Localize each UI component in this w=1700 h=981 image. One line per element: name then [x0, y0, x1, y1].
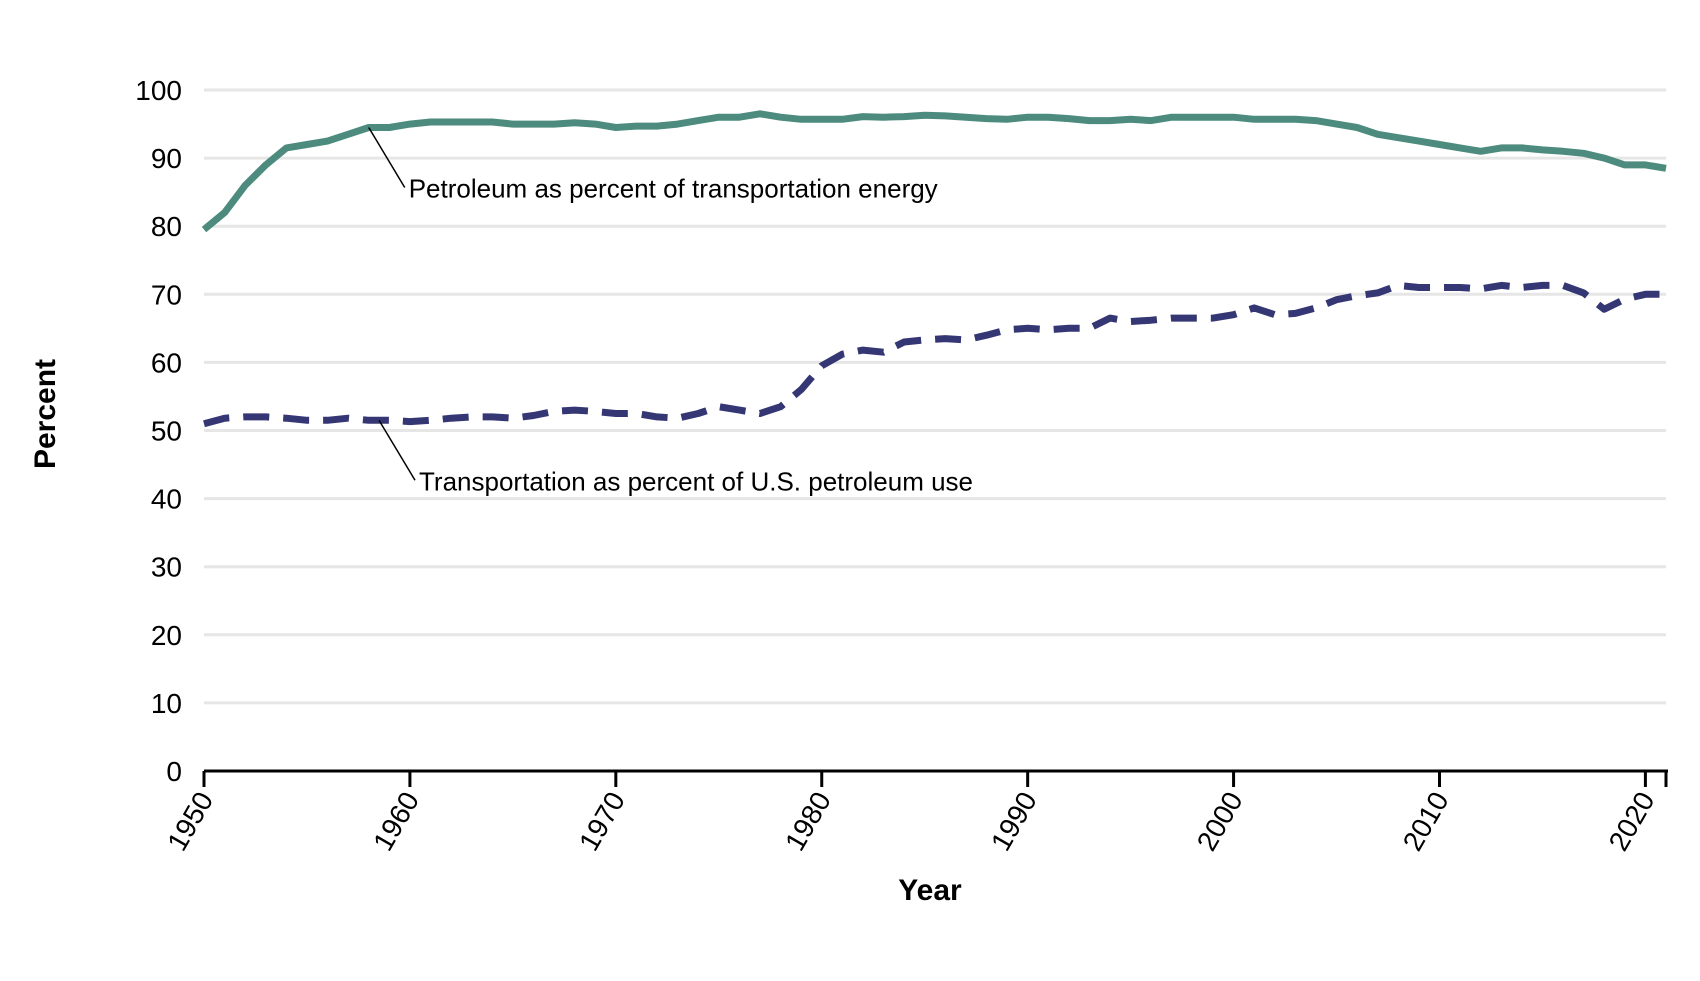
- x-tick-label: 1980: [779, 787, 837, 856]
- y-tick-label: 50: [151, 416, 182, 447]
- x-tick-label: 1960: [367, 787, 425, 856]
- x-tick-label: 2000: [1191, 787, 1249, 856]
- y-tick-label: 40: [151, 484, 182, 515]
- y-tick-label: 100: [135, 75, 182, 106]
- annotation-leader-line: [368, 127, 406, 188]
- y-tick-label: 30: [151, 552, 182, 583]
- x-tick-label: 1950: [161, 787, 219, 856]
- x-tick-label: 1990: [985, 787, 1043, 856]
- y-tick-label: 90: [151, 143, 182, 174]
- y-tick-label: 80: [151, 211, 182, 242]
- x-axis-title: Year: [898, 874, 962, 907]
- annotation-leader-line: [378, 419, 416, 481]
- x-tick-label: 1970: [573, 787, 631, 856]
- x-tick-label: 2010: [1397, 787, 1455, 856]
- y-tick-label: 70: [151, 279, 182, 310]
- y-axis-title: Percent: [29, 359, 62, 469]
- annotation-label: Petroleum as percent of transportation e…: [409, 173, 938, 203]
- series-line-0: [201, 110, 1667, 233]
- series-lines: [201, 110, 1667, 428]
- x-tick-label: 2020: [1603, 787, 1661, 856]
- y-tick-label: 10: [151, 688, 182, 719]
- y-tick-label: 60: [151, 347, 182, 378]
- annotation-label: Transportation as percent of U.S. petrol…: [419, 466, 973, 496]
- y-tick-label: 0: [166, 756, 182, 787]
- annotations: Petroleum as percent of transportation e…: [368, 127, 973, 496]
- series-line-1: [203, 281, 1666, 428]
- y-tick-label: 20: [151, 620, 182, 651]
- gridlines: [204, 88, 1666, 705]
